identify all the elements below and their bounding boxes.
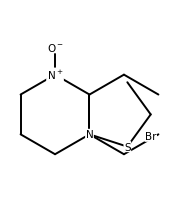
Text: O$^-$: O$^-$: [47, 42, 64, 54]
Text: Br: Br: [145, 132, 156, 142]
Text: S: S: [124, 142, 131, 152]
Text: N: N: [86, 130, 93, 140]
Text: N$^+$: N$^+$: [47, 69, 63, 82]
